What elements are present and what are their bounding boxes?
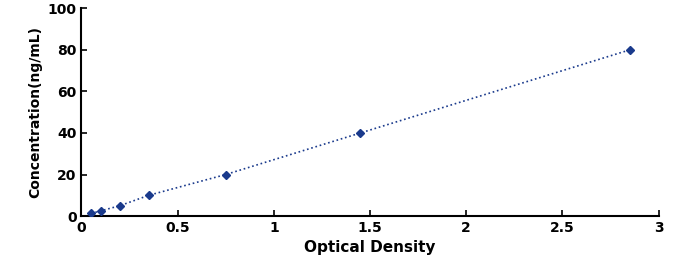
X-axis label: Optical Density: Optical Density: [304, 240, 436, 255]
Y-axis label: Concentration(ng/mL): Concentration(ng/mL): [28, 26, 42, 198]
